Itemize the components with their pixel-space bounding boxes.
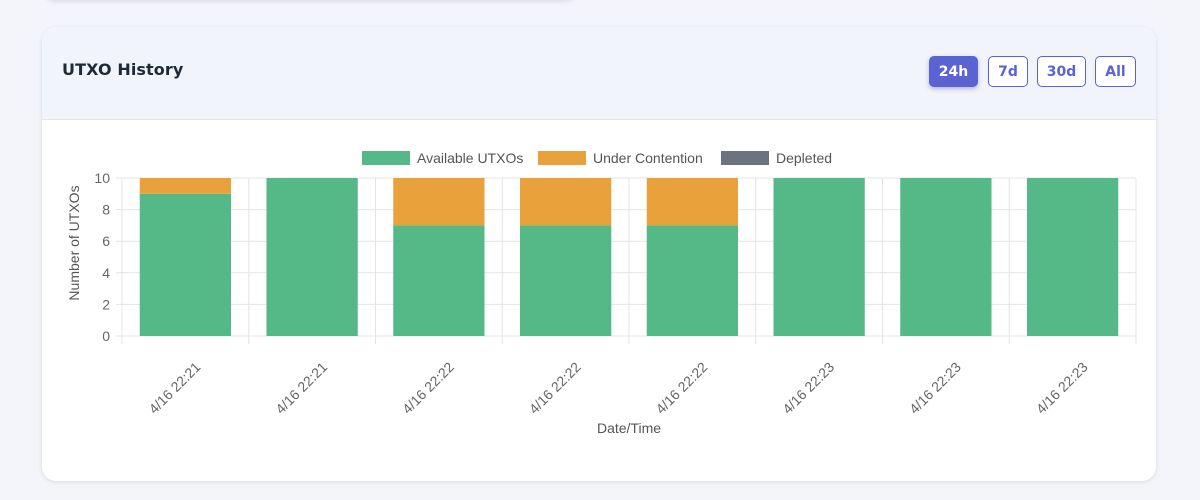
x-tick-label: 4/16 22:23 [779,359,837,417]
x-axis-title: Date/Time [597,420,661,436]
legend-label[interactable]: Depleted [776,150,832,166]
range-24h-button[interactable]: 24h [929,56,978,87]
bar-segment[interactable] [393,178,485,226]
x-tick-label: 4/16 22:22 [399,359,457,417]
range-all-button[interactable]: All [1095,56,1136,87]
legend-swatch[interactable] [538,151,586,165]
bar-segment[interactable] [266,178,358,336]
legend: Available UTXOs Under Contention Depleted [362,150,832,166]
range-30d-button[interactable]: 30d [1037,56,1086,87]
card-header: UTXO History 24h 7d 30d All [42,27,1156,120]
legend-label[interactable]: Under Contention [593,150,703,166]
x-tick-label: 4/16 22:21 [272,359,330,417]
bar-segment[interactable] [519,225,612,336]
y-tick-label: 10 [94,170,110,186]
legend-swatch[interactable] [721,151,769,165]
bar-segment[interactable] [773,178,865,336]
bar-segment[interactable] [1026,178,1119,336]
x-tick-label: 4/16 22:22 [652,359,710,417]
x-tick-label: 4/16 22:21 [145,359,203,417]
card-title: UTXO History [62,60,184,79]
bar-segment[interactable] [519,178,612,226]
bar-segment[interactable] [139,178,232,194]
utxo-history-card: UTXO History 24h 7d 30d All 0 2 4 6 8 10 4/16 … [42,27,1156,481]
utxo-history-chart: 0 2 4 6 8 10 4/16 22:21 4/16 22:21 4/16 22:22 4/1… [66,150,1137,436]
bar-segment[interactable] [646,178,739,226]
bar-segment[interactable] [646,225,739,336]
bars [139,178,1119,336]
x-tick-label: 4/16 22:22 [526,359,584,417]
y-tick-label: 0 [102,328,110,344]
bar-segment[interactable] [900,178,992,336]
y-tick-label: 8 [102,202,110,218]
bar-segment[interactable] [393,225,485,336]
x-tick-label: 4/16 22:23 [1033,359,1091,417]
y-tick-label: 2 [102,296,110,312]
y-axis-title: Number of UTXOs [66,185,82,300]
y-tick-label: 4 [102,265,110,281]
bar-segment[interactable] [139,193,232,336]
legend-swatch[interactable] [362,151,410,165]
x-tick-label: 4/16 22:23 [906,359,964,417]
range-7d-button[interactable]: 7d [988,56,1028,87]
legend-label[interactable]: Available UTXOs [417,150,523,166]
y-tick-label: 6 [102,233,110,249]
